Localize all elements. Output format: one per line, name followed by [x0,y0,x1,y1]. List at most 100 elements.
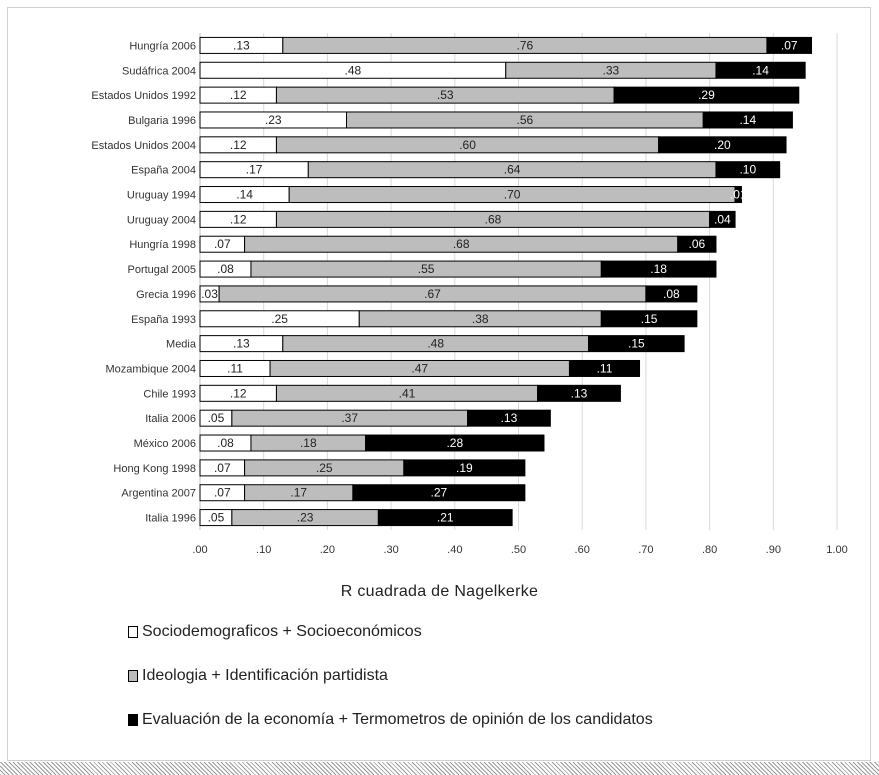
category-label: España 2004 [131,165,196,177]
category-label: Italia 2006 [145,413,196,425]
bar-segment [645,285,698,303]
data-label: .33 [603,63,620,77]
x-tick-label: .00 [192,544,207,556]
data-label: .23 [265,113,282,127]
data-label: .17 [246,163,263,177]
data-label: .37 [341,411,358,425]
category-label: Argentina 2007 [121,488,196,500]
data-label: .70 [504,188,521,202]
category-label: México 2006 [134,438,196,450]
category-label: Portugal 2005 [128,264,197,276]
x-tick-label: .20 [320,544,335,556]
legend-item-socio: Sociodemograficos + Socioeconómicos [128,622,653,642]
data-label: .47 [411,361,428,375]
data-label: .13 [233,337,250,351]
legend-item-economia: Evaluación de la economía + Termometros … [128,710,653,730]
x-tick-label: .70 [638,544,653,556]
category-label: Hungría 1998 [129,239,196,251]
x-tick-label: .50 [511,544,526,556]
category-label: Media [166,339,197,351]
data-label: .68 [453,237,470,251]
chart-frame [7,7,871,761]
legend-label-economia: Evaluación de la economía + Termometros … [142,711,653,728]
data-label: .12 [230,212,247,226]
bar-segment [702,111,793,129]
data-label: .04 [714,212,731,226]
data-label: .48 [427,337,444,351]
data-label: .76 [517,38,534,52]
data-label: .14 [739,113,756,127]
legend-item-ideologia: Ideologia + Identificación partidista [128,666,653,686]
data-label: .13 [501,411,518,425]
data-label: .08 [217,436,234,450]
category-label: Estados Unidos 1992 [91,90,196,102]
category-label: Uruguay 2004 [127,214,196,226]
data-label: .12 [230,88,247,102]
data-label: .56 [517,113,534,127]
data-label: .08 [217,262,234,276]
bar-segment [677,235,717,253]
data-label: .68 [485,212,502,226]
x-tick-label: .10 [256,544,271,556]
data-label: .01 [730,188,747,202]
data-label: .64 [504,163,521,177]
data-label: .28 [446,436,463,450]
category-label: Grecia 1996 [136,289,196,301]
data-label: .07 [214,486,231,500]
data-label: .55 [418,262,435,276]
data-label: .13 [233,38,250,52]
data-label: .12 [230,386,247,400]
stacked-bar-chart: .00 .10 .20 .30 .40 .50 .60 .70 .80 .90 1.00 Hungrí… [91,33,848,556]
bar-segment [613,86,800,104]
bar-segment [600,260,717,278]
bar-segment [403,459,526,477]
bottom-hatch-border [0,762,879,775]
data-label: .48 [345,63,362,77]
data-label: .19 [456,461,473,475]
legend-label-socio: Sociodemograficos + Socioeconómicos [142,623,422,640]
category-label: Uruguay 1994 [127,190,196,202]
data-label: .27 [431,486,448,500]
x-axis-label: R cuadrada de Nagelkerke [340,583,539,600]
data-label: .23 [297,511,314,525]
bar-segment [588,335,685,353]
data-label: .41 [399,386,416,400]
data-label: .08 [663,287,680,301]
bars [199,36,813,527]
bar-segment [658,136,787,154]
data-label: .21 [437,511,454,525]
data-label: .07 [214,461,231,475]
data-label: .53 [437,88,454,102]
x-tick-label: .40 [447,544,462,556]
bar-segment [715,61,806,79]
category-label: Mozambique 2004 [105,363,196,375]
category-label: Chile 1993 [143,388,196,400]
data-label: .15 [628,337,645,351]
gridlines [199,33,838,530]
data-label: .07 [214,237,231,251]
data-label: .38 [472,312,489,326]
bar-segment [377,509,513,527]
legend-label-ideologia: Ideologia + Identificación partidista [142,667,388,684]
data-label: .67 [424,287,441,301]
category-label: Bulgaria 1996 [128,115,196,127]
data-label: .18 [650,262,667,276]
bar-segment [715,161,781,179]
data-label: .11 [597,361,613,375]
category-label: Sudáfrica 2004 [122,65,196,77]
legend-swatch-economia [128,714,138,726]
data-label: .25 [316,461,333,475]
x-tick-label: .30 [383,544,398,556]
data-label: .12 [230,138,247,152]
data-label: .03 [201,287,218,301]
bar-segment [766,36,813,54]
data-label: .25 [271,312,288,326]
x-tick-label: .80 [702,544,717,556]
x-tick-label: .90 [766,544,781,556]
category-label: Italia 1996 [145,513,196,525]
data-label: .06 [689,237,706,251]
bar-segment [709,210,736,228]
category-label: Hungría 2006 [129,40,196,52]
category-label: España 1993 [131,314,196,326]
x-tick-label: .60 [575,544,590,556]
